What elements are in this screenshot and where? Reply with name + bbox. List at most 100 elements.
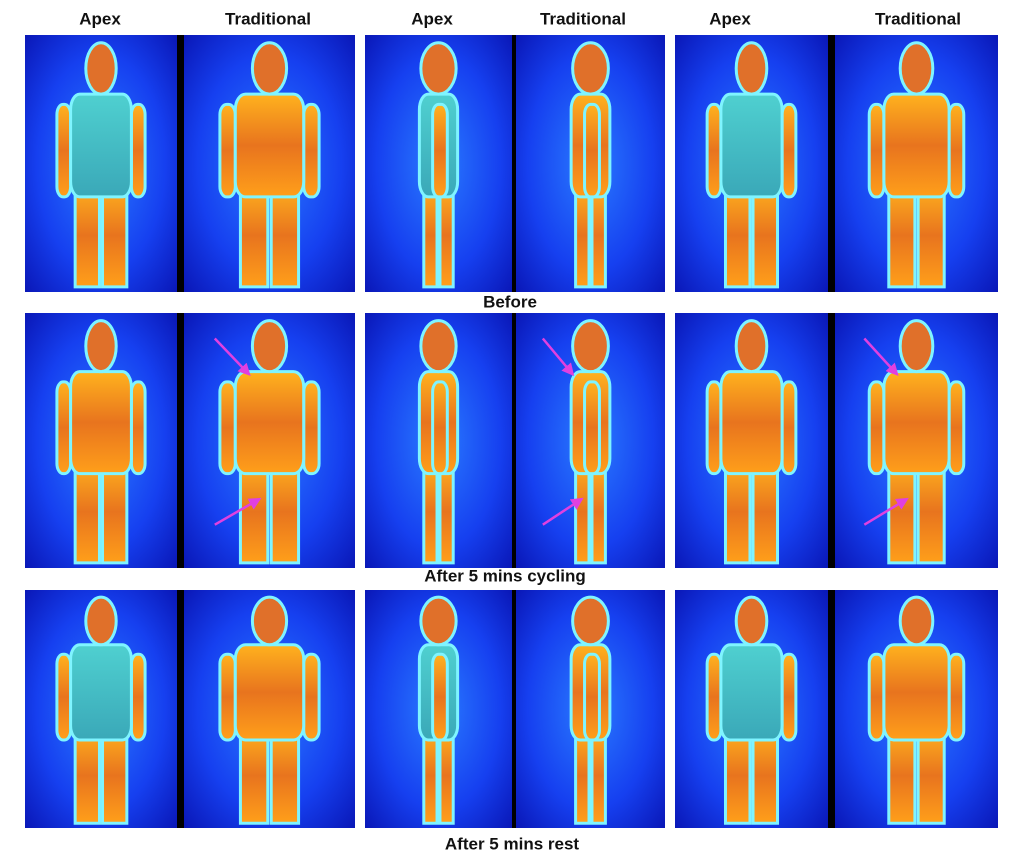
head bbox=[900, 321, 933, 372]
silhouette bbox=[419, 321, 457, 563]
silhouette bbox=[869, 321, 964, 563]
column-header: Apex bbox=[79, 9, 121, 28]
leg bbox=[592, 461, 605, 563]
leg bbox=[103, 184, 127, 287]
torso bbox=[721, 94, 782, 197]
torso bbox=[235, 372, 303, 474]
arm bbox=[304, 104, 319, 197]
arm bbox=[782, 104, 796, 197]
thermal-panel bbox=[365, 590, 512, 828]
arm bbox=[57, 654, 71, 740]
annotation-arrow bbox=[863, 497, 909, 526]
column-header: Apex bbox=[411, 9, 453, 28]
thermal-panel bbox=[184, 590, 355, 828]
thermal-panel bbox=[835, 35, 998, 292]
silhouette bbox=[57, 43, 145, 287]
leg bbox=[576, 184, 589, 287]
torso bbox=[71, 645, 132, 740]
head bbox=[736, 321, 767, 372]
silhouette bbox=[707, 43, 796, 287]
arm bbox=[304, 382, 319, 474]
leg bbox=[240, 184, 267, 287]
thermal-panel bbox=[835, 590, 998, 828]
arm bbox=[131, 382, 145, 474]
leg bbox=[592, 728, 605, 823]
arm bbox=[57, 104, 71, 197]
arm bbox=[782, 382, 796, 474]
silhouette bbox=[220, 43, 319, 287]
annotation-arrow bbox=[542, 497, 584, 526]
leg bbox=[576, 461, 589, 563]
head bbox=[736, 597, 767, 645]
leg bbox=[753, 184, 777, 287]
torso bbox=[884, 372, 949, 474]
leg bbox=[889, 461, 915, 563]
arm bbox=[869, 654, 884, 740]
arm bbox=[433, 654, 448, 740]
torso bbox=[721, 372, 782, 474]
silhouette bbox=[707, 597, 796, 823]
leg bbox=[753, 728, 777, 823]
arm bbox=[949, 654, 964, 740]
arm bbox=[707, 654, 721, 740]
head bbox=[421, 43, 456, 94]
silhouette bbox=[419, 43, 457, 287]
head bbox=[573, 597, 609, 645]
torso bbox=[884, 94, 949, 197]
thermal-images bbox=[25, 35, 998, 828]
head bbox=[252, 43, 286, 94]
leg bbox=[424, 184, 437, 287]
torso bbox=[235, 94, 303, 197]
leg bbox=[725, 728, 749, 823]
head bbox=[252, 321, 286, 372]
thermal-panel bbox=[516, 35, 665, 292]
arm bbox=[585, 382, 600, 474]
leg bbox=[103, 461, 127, 563]
leg bbox=[424, 461, 437, 563]
arm bbox=[220, 654, 235, 740]
leg bbox=[918, 461, 944, 563]
leg bbox=[424, 728, 437, 823]
head bbox=[421, 321, 456, 372]
head bbox=[573, 321, 609, 372]
silhouette bbox=[419, 597, 457, 823]
thermal-panel bbox=[25, 35, 177, 292]
leg bbox=[440, 184, 453, 287]
arm bbox=[220, 104, 235, 197]
head bbox=[573, 43, 609, 94]
leg bbox=[889, 728, 915, 823]
arm bbox=[782, 654, 796, 740]
torso bbox=[71, 94, 132, 197]
silhouette bbox=[707, 321, 796, 563]
silhouette bbox=[571, 43, 610, 287]
thermal-panel bbox=[25, 313, 177, 568]
head bbox=[86, 597, 116, 645]
leg bbox=[576, 728, 589, 823]
annotation-arrow bbox=[541, 337, 575, 377]
torso bbox=[71, 372, 132, 474]
arm bbox=[949, 382, 964, 474]
arm bbox=[131, 654, 145, 740]
arm bbox=[220, 382, 235, 474]
silhouette bbox=[57, 321, 145, 563]
torso bbox=[235, 645, 303, 740]
thermal-panel bbox=[675, 35, 828, 292]
silhouette bbox=[869, 43, 964, 287]
arm bbox=[131, 104, 145, 197]
thermal-panel bbox=[365, 313, 512, 568]
thermal-panel bbox=[835, 313, 998, 568]
head bbox=[421, 597, 456, 645]
leg bbox=[889, 184, 915, 287]
arm bbox=[433, 104, 448, 197]
leg bbox=[271, 728, 298, 823]
leg bbox=[271, 461, 298, 563]
thermal-panel bbox=[365, 35, 512, 292]
leg bbox=[592, 184, 605, 287]
thermal-panel bbox=[675, 313, 828, 568]
leg bbox=[918, 184, 944, 287]
annotation-arrow bbox=[214, 497, 262, 526]
silhouette bbox=[57, 597, 145, 823]
thermal-panel bbox=[184, 313, 355, 568]
leg bbox=[75, 184, 99, 287]
